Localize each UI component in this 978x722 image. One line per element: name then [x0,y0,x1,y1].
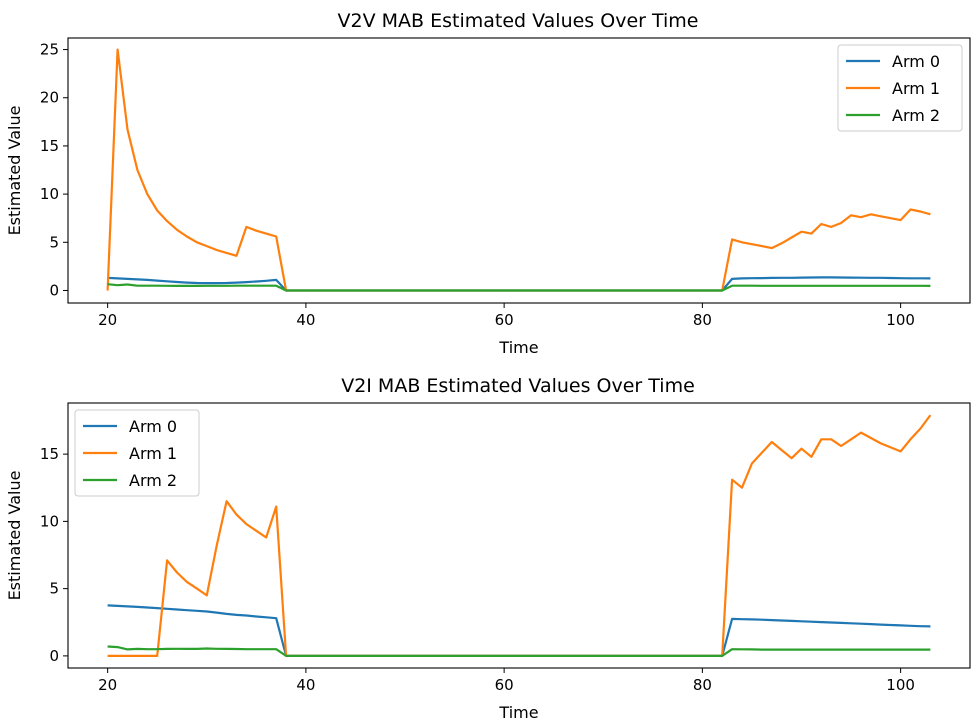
legend-label-arm-1: Arm 1 [892,79,940,98]
legend: Arm 0 Arm 1 Arm 2 [837,44,963,132]
x-tick-label: 40 [296,676,315,694]
y-tick-label: 0 [49,647,59,665]
y-tick-label: 15 [40,445,59,463]
x-tick-label: 60 [495,311,514,329]
y-axis-label: Estimated Value [5,471,24,601]
legend-label-arm-2: Arm 2 [892,106,940,125]
x-tick-label: 100 [886,311,915,329]
y-tick-label: 5 [49,233,59,251]
y-tick-label: 10 [40,512,59,530]
series-line-arm-1 [106,48,931,292]
plot-frame [67,402,971,669]
x-tick-label: 100 [886,676,915,694]
x-tick-label: 20 [98,676,117,694]
legend-box [837,44,963,132]
legend: Arm 0 Arm 1 Arm 2 [74,409,200,497]
y-tick-label: 0 [49,281,59,299]
series-line-arm-1 [107,414,932,658]
axis-ticks: 20 40 60 80 100 0 5 10 15 20 25 [40,41,915,329]
y-axis-label: Estimated Value [5,106,24,236]
legend-label-arm-1: Arm 1 [129,444,177,463]
v2i-chart: V2I MAB Estimated Values Over Time 20 40 6… [5,375,971,722]
y-tick-label: 20 [40,89,59,107]
y-tick-label: 5 [49,580,59,598]
legend-label-arm-0: Arm 0 [129,417,177,436]
x-tick-label: 20 [98,311,117,329]
x-tick-label: 40 [296,311,315,329]
y-tick-label: 10 [40,185,59,203]
series-line-arm-2 [107,283,931,292]
x-tick-label: 60 [495,676,514,694]
chart-title: V2I MAB Estimated Values Over Time [341,375,695,397]
series-line-arm-0 [107,604,931,658]
x-axis-label: Time [498,338,538,357]
x-tick-label: 80 [693,311,712,329]
x-tick-label: 80 [693,676,712,694]
legend-label-arm-0: Arm 0 [892,52,940,71]
legend-label-arm-2: Arm 2 [129,471,177,490]
legend-box [74,409,200,497]
plot-lines [106,48,931,292]
series-line-arm-2 [107,645,931,658]
chart-title: V2V MAB Estimated Values Over Time [338,10,699,32]
plot-frame [67,37,971,304]
y-tick-label: 15 [40,137,59,155]
y-tick-label: 25 [40,41,59,59]
series-line-arm-0 [107,276,931,292]
plot-lines [107,414,932,658]
v2v-chart: V2V MAB Estimated Values Over Time 20 40 6… [5,10,971,357]
axis-ticks: 20 40 60 80 100 0 5 10 15 [40,445,915,694]
x-axis-label: Time [498,703,538,722]
